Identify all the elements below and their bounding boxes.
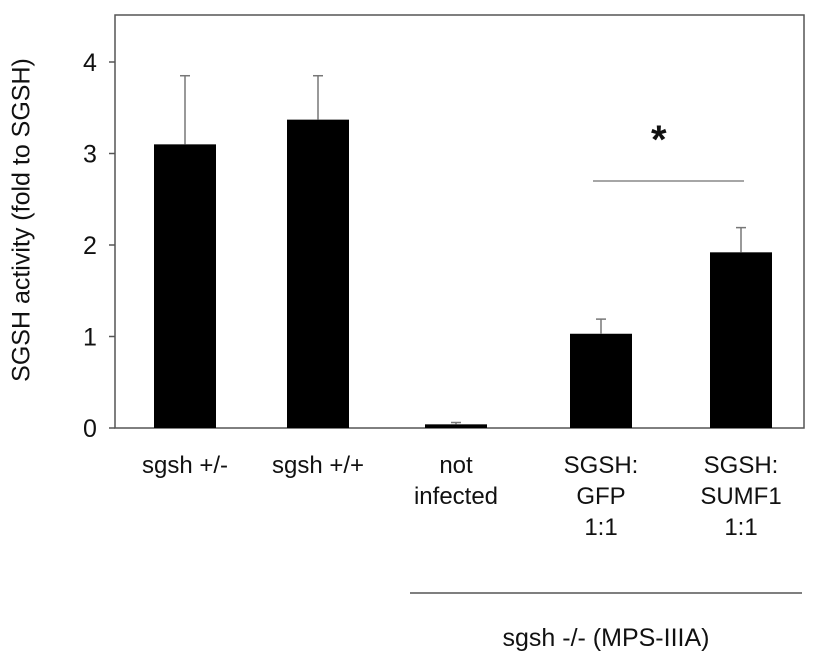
bar-1 bbox=[154, 144, 216, 428]
plot-frame bbox=[114, 14, 805, 429]
x-category-line: not bbox=[439, 452, 473, 479]
y-tick-label-0: 0 bbox=[83, 415, 97, 443]
x-category-line: SUMF1 bbox=[700, 483, 782, 510]
bar-3 bbox=[425, 424, 487, 428]
x-category-line: GFP bbox=[576, 483, 626, 510]
y-tick-label-2: 2 bbox=[83, 232, 97, 260]
y-tick-label-3: 3 bbox=[83, 141, 97, 169]
significance-label: * bbox=[651, 118, 667, 162]
x-category-line: sgsh +/- bbox=[141, 452, 229, 479]
x-category-label-5: SGSH: SUMF1 1:1 bbox=[666, 450, 814, 543]
x-category-line: sgsh +/+ bbox=[271, 452, 365, 479]
y-tick-label-4: 4 bbox=[83, 49, 97, 77]
x-category-line: 1:1 bbox=[724, 514, 758, 541]
x-category-line: 1:1 bbox=[584, 514, 618, 541]
bar-4 bbox=[570, 333, 632, 428]
x-category-label-3: not infected bbox=[381, 450, 531, 512]
x-category-label-4: SGSH: GFP 1:1 bbox=[526, 450, 676, 543]
x-category-label-2: sgsh +/+ bbox=[243, 450, 393, 481]
x-category-label-1: sgsh +/- bbox=[110, 450, 260, 481]
x-category-line: infected bbox=[413, 483, 499, 510]
bar-2 bbox=[287, 119, 349, 429]
y-axis-title: SGSH activity (fold to SGSH) bbox=[7, 58, 36, 382]
bar-5 bbox=[710, 252, 772, 428]
x-category-line: SGSH: bbox=[703, 452, 779, 479]
x-category-line: SGSH: bbox=[563, 452, 639, 479]
y-tick-label-1: 1 bbox=[83, 324, 97, 352]
y-axis-title-wrap: SGSH activity (fold to SGSH) bbox=[2, 0, 42, 440]
group-label: sgsh -/- (MPS-IIIA) bbox=[502, 624, 710, 652]
